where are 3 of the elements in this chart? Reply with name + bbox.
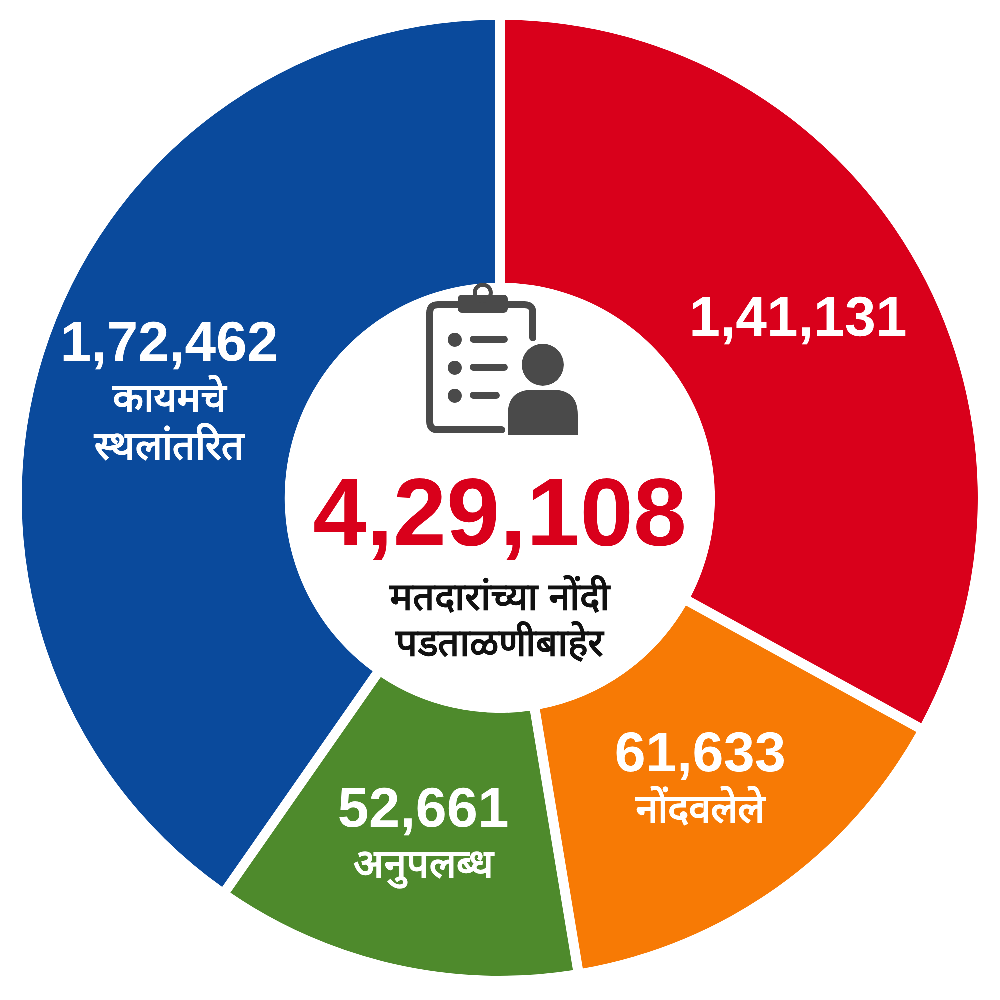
annotation: पडताळणीबाहेर	[396, 623, 604, 666]
annotation: 4,29,108	[313, 459, 687, 566]
annotation: मतदारांच्या नोंदी	[390, 577, 610, 620]
